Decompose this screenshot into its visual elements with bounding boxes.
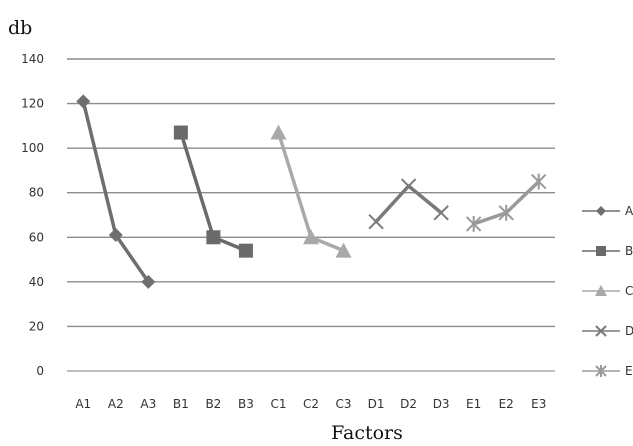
y-tick-label: 0 xyxy=(36,364,44,378)
y-tick-label: 80 xyxy=(29,186,44,200)
x-tick-label: A1 xyxy=(75,397,91,411)
data-point-E xyxy=(498,204,514,221)
legend-label-A: A xyxy=(625,204,633,218)
series-line-A xyxy=(81,99,151,284)
x-tick-label: C3 xyxy=(336,397,352,411)
data-point-A xyxy=(76,94,91,109)
x-tick-label: B1 xyxy=(173,397,189,411)
series-lines xyxy=(76,94,547,289)
data-point-A xyxy=(108,228,123,243)
x-tick-label: C2 xyxy=(303,397,319,411)
data-point-C xyxy=(270,124,287,140)
data-point-D xyxy=(400,178,417,194)
y-tick-label: 40 xyxy=(29,275,44,289)
x-tick-label: E1 xyxy=(466,397,481,411)
x-tick-labels: A1 A2 A3 B1 B2 B3 C1 C2 C3 D1 D2 D3 E1 E2 E3 xyxy=(75,397,546,411)
legend-marker-C xyxy=(595,285,607,296)
y-tick-label: 100 xyxy=(21,141,44,155)
y-tick-label: 20 xyxy=(29,319,44,333)
legend-label-E: E xyxy=(625,364,633,378)
legend: A B C D E xyxy=(582,204,633,378)
data-point-E xyxy=(531,173,547,190)
x-tick-label: C1 xyxy=(270,397,286,411)
legend-marker-A xyxy=(596,206,606,216)
x-tick-label: A3 xyxy=(140,397,156,411)
series-line-D xyxy=(374,184,443,224)
legend-label-D: D xyxy=(625,324,633,338)
y-axis-title: db xyxy=(8,17,32,39)
data-point-B xyxy=(173,125,188,140)
x-tick-label: D3 xyxy=(433,397,450,411)
y-tick-label: 120 xyxy=(21,97,44,111)
x-tick-label: A2 xyxy=(108,397,124,411)
legend-label-C: C xyxy=(625,284,633,298)
gridlines xyxy=(67,58,555,372)
data-point-B xyxy=(206,230,221,245)
legend-marker-E xyxy=(595,365,607,377)
data-point-C xyxy=(303,229,319,245)
legend-marker-D xyxy=(595,325,607,337)
x-axis-title: Factors xyxy=(331,422,403,444)
data-point-C xyxy=(335,242,352,258)
x-tick-label: D1 xyxy=(368,397,385,411)
x-tick-label: B2 xyxy=(205,397,221,411)
data-point-B xyxy=(238,243,253,258)
x-tick-label: D2 xyxy=(400,397,417,411)
legend-marker-B xyxy=(596,246,606,256)
data-point-E xyxy=(465,215,482,232)
x-tick-label: E2 xyxy=(499,397,514,411)
y-tick-label: 60 xyxy=(29,230,44,244)
data-point-A xyxy=(141,274,156,289)
y-tick-labels: 0 20 40 60 80 100 120 140 xyxy=(21,52,44,378)
x-tick-label: E3 xyxy=(531,397,546,411)
legend-label-B: B xyxy=(625,244,633,258)
data-point-D xyxy=(433,205,449,221)
x-tick-label: B3 xyxy=(238,397,254,411)
data-point-D xyxy=(368,213,384,230)
y-tick-label: 140 xyxy=(21,52,44,66)
